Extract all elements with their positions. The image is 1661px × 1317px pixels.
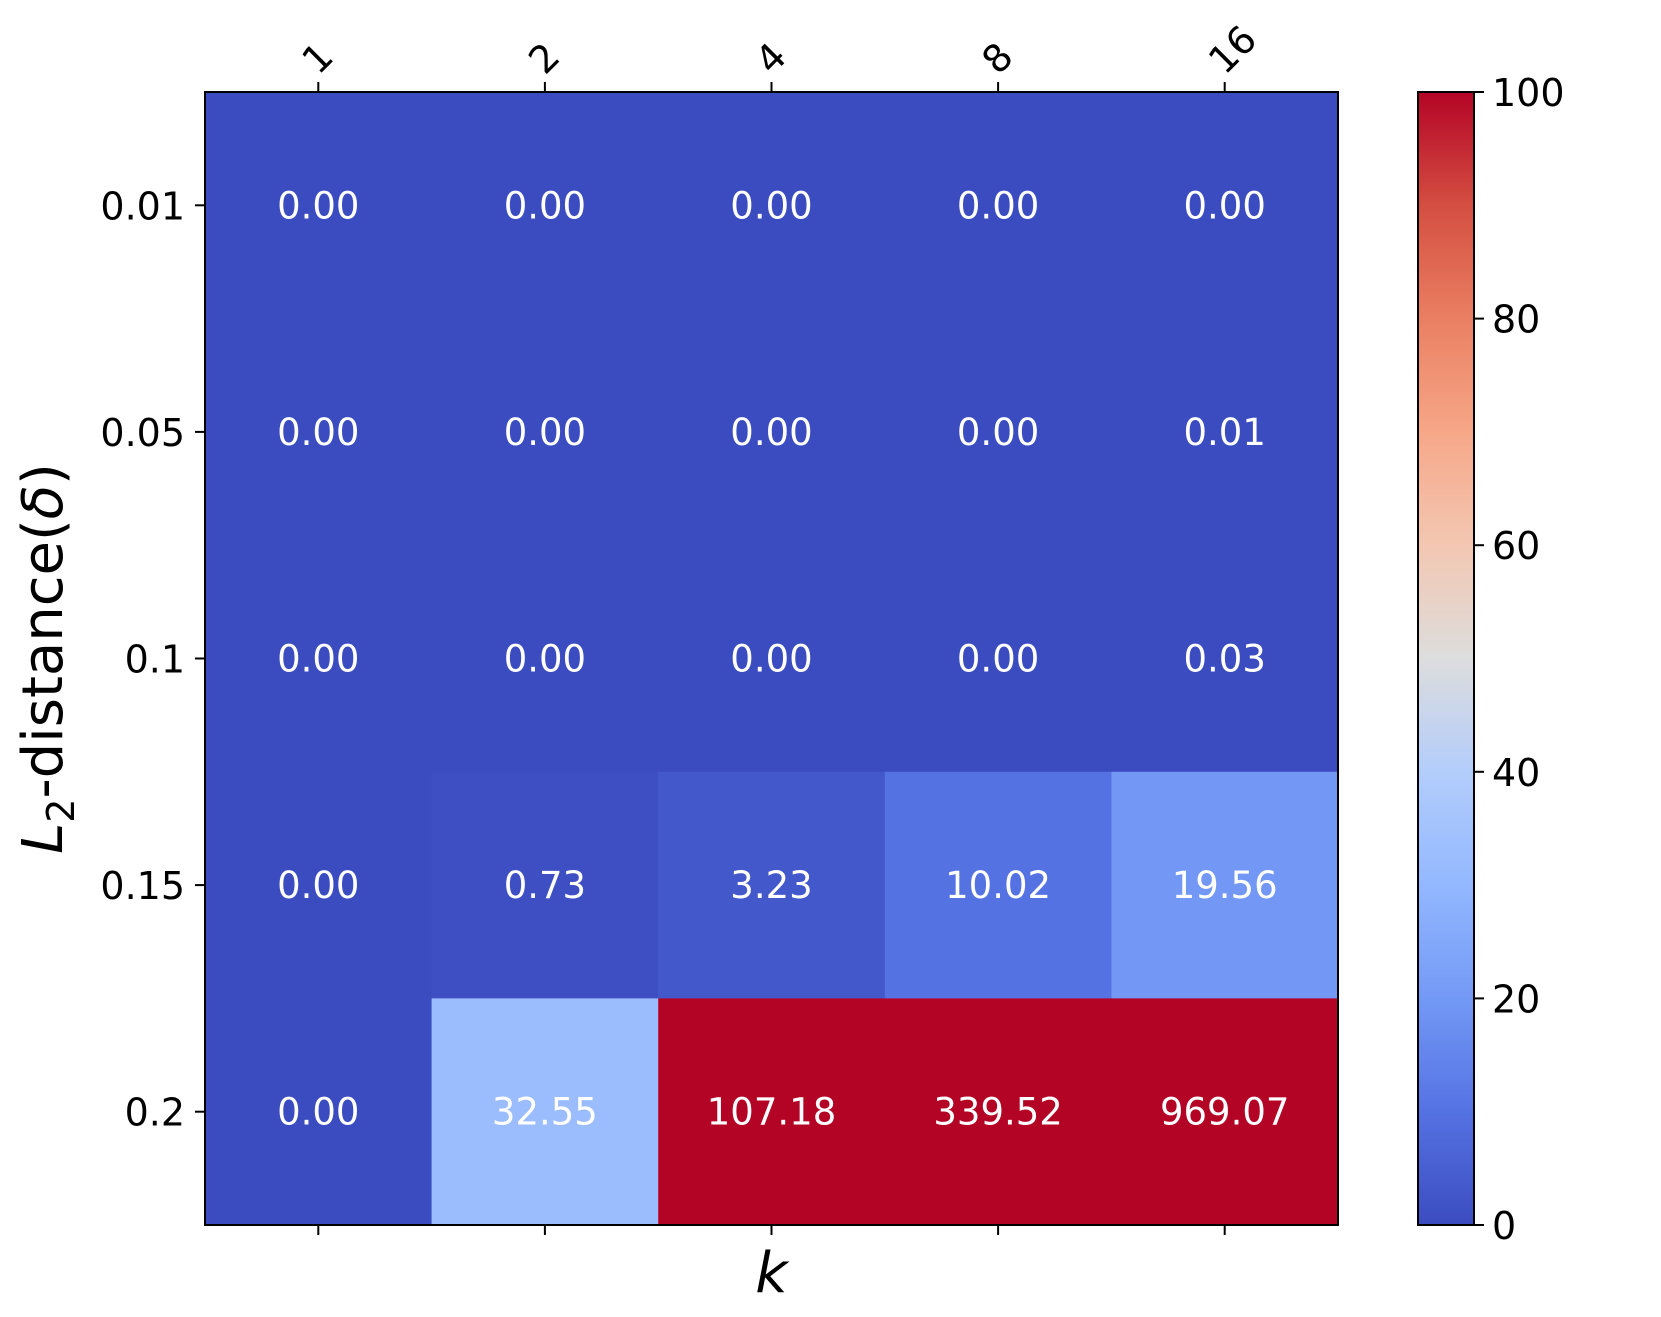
cell-value-label: 0.00 <box>504 184 586 227</box>
x-axis-title: k <box>755 1241 790 1306</box>
heatmap-cells <box>205 92 1339 1226</box>
colorbar-ticks: 0 20 40 60 80 100 <box>1474 71 1565 1248</box>
heatmap-cell <box>205 771 433 999</box>
heatmap-cell <box>658 318 886 546</box>
heatmap-cell <box>431 318 659 546</box>
y-tick-label: 0.1 <box>125 638 185 682</box>
x-tick-label: 8 <box>973 34 1021 82</box>
y-tick-label: 0.2 <box>125 1091 185 1135</box>
cell-value-label: 0.00 <box>957 638 1039 681</box>
heatmap-cell <box>431 92 659 320</box>
heatmap-cell <box>884 998 1112 1226</box>
heatmap-cell <box>431 545 659 773</box>
heatmap-cell <box>884 545 1112 773</box>
y-tick-label: 0.01 <box>100 184 185 228</box>
cell-value-label: 0.00 <box>504 411 586 454</box>
y-tick-label: 0.15 <box>100 864 185 908</box>
colorbar-tick-label: 100 <box>1492 71 1565 115</box>
cell-value-label: 0.00 <box>277 864 359 907</box>
heatmap-cell <box>205 318 433 546</box>
heatmap-cell <box>1111 771 1339 999</box>
y-tick-label: 0.05 <box>100 411 185 455</box>
cell-value-label: 0.00 <box>730 638 812 681</box>
cell-value-label: 0.00 <box>277 411 359 454</box>
cell-value-label: 10.02 <box>945 864 1051 907</box>
heatmap-cell <box>205 92 433 320</box>
cell-value-label: 0.00 <box>957 411 1039 454</box>
colorbar-tick-label: 0 <box>1492 1204 1516 1248</box>
heatmap-cell <box>884 92 1112 320</box>
cell-value-label: 969.07 <box>1160 1091 1289 1134</box>
cell-value-label: 32.55 <box>492 1091 598 1134</box>
heatmap-cell <box>1111 92 1339 320</box>
heatmap-cell <box>884 771 1112 999</box>
colorbar-tick-label: 60 <box>1492 524 1540 568</box>
y-axis-title: L2-distance(δ) <box>11 463 83 854</box>
cell-value-label: 0.73 <box>504 864 586 907</box>
heatmap-cell <box>658 771 886 999</box>
cell-value-label: 0.00 <box>277 184 359 227</box>
heatmap-cell <box>658 92 886 320</box>
heatmap-cell <box>658 545 886 773</box>
colorbar <box>1417 91 1475 1226</box>
x-tick-label: 4 <box>747 34 795 82</box>
cell-value-label: 339.52 <box>933 1091 1062 1134</box>
cell-value-label: 0.03 <box>1184 638 1266 681</box>
colorbar-tick-label: 40 <box>1492 751 1540 795</box>
heatmap-cell <box>1111 318 1339 546</box>
x-tick-label: 2 <box>520 34 568 82</box>
cell-value-label: 107.18 <box>707 1091 836 1134</box>
cell-value-label: 3.23 <box>730 864 812 907</box>
cell-value-label: 0.01 <box>1184 411 1266 454</box>
cell-value-label: 0.00 <box>1184 184 1266 227</box>
heatmap-cell <box>1111 545 1339 773</box>
heatmap-cell <box>431 998 659 1226</box>
heatmap-cell-labels: 0.00 0.00 0.00 0.00 0.00 0.00 0.00 0.00 0.00 0.01… <box>277 184 1289 1133</box>
x-tick-label: 16 <box>1200 17 1265 82</box>
x-tick-label: 1 <box>294 34 342 82</box>
heatmap-cell <box>431 771 659 999</box>
heatmap-cell <box>1111 998 1339 1226</box>
cell-value-label: 0.00 <box>730 184 812 227</box>
heatmap-cell <box>884 318 1112 546</box>
cell-value-label: 0.00 <box>504 638 586 681</box>
heatmap-cell <box>205 545 433 773</box>
cell-value-label: 0.00 <box>957 184 1039 227</box>
heatmap-cell <box>205 998 433 1226</box>
colorbar-tick-label: 20 <box>1492 977 1540 1021</box>
cell-value-label: 0.00 <box>277 638 359 681</box>
heatmap-cell <box>658 998 886 1226</box>
colorbar-tick-label: 80 <box>1492 298 1540 342</box>
cell-value-label: 19.56 <box>1172 864 1278 907</box>
y-axis-ticks: 0.01 0.05 0.1 0.15 0.2 <box>100 184 205 1135</box>
cell-value-label: 0.00 <box>730 411 812 454</box>
cell-value-label: 0.00 <box>277 1091 359 1134</box>
